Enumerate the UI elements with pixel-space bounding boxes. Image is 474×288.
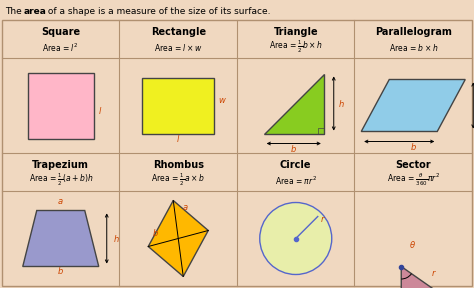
Text: Area = $\frac{1}{2}(a + b)h$: Area = $\frac{1}{2}(a + b)h$ xyxy=(28,172,93,188)
Text: $h$: $h$ xyxy=(338,98,345,109)
Text: $r$: $r$ xyxy=(320,213,326,223)
Text: Area = $b \times h$: Area = $b \times h$ xyxy=(389,42,438,53)
Text: Circle: Circle xyxy=(280,160,311,170)
Polygon shape xyxy=(23,211,99,266)
Text: Trapezium: Trapezium xyxy=(32,160,89,170)
Text: $b$: $b$ xyxy=(152,228,159,238)
Text: $l$: $l$ xyxy=(176,132,181,143)
Text: $r$: $r$ xyxy=(431,268,437,278)
Text: Area = $\frac{1}{2}a \times b$: Area = $\frac{1}{2}a \times b$ xyxy=(151,172,205,188)
Text: area: area xyxy=(24,7,47,16)
Text: The: The xyxy=(5,7,25,16)
Text: Sector: Sector xyxy=(395,160,431,170)
Text: $\theta$: $\theta$ xyxy=(409,240,416,251)
Bar xyxy=(142,77,214,134)
Wedge shape xyxy=(401,266,442,288)
Polygon shape xyxy=(361,79,465,132)
Text: Area = $\frac{\theta}{360}\pi r^2$: Area = $\frac{\theta}{360}\pi r^2$ xyxy=(387,172,440,188)
Text: $b$: $b$ xyxy=(290,143,297,154)
Text: $w$: $w$ xyxy=(218,96,227,105)
Text: $l$: $l$ xyxy=(98,105,102,116)
Text: $h$: $h$ xyxy=(113,233,119,244)
Text: of a shape is a measure of the size of its surface.: of a shape is a measure of the size of i… xyxy=(45,7,271,16)
Polygon shape xyxy=(148,200,208,276)
Text: Parallelogram: Parallelogram xyxy=(375,27,452,37)
Text: Rectangle: Rectangle xyxy=(151,27,206,37)
Text: $b$: $b$ xyxy=(57,266,64,276)
Polygon shape xyxy=(264,73,324,134)
Text: Rhombus: Rhombus xyxy=(153,160,204,170)
Text: Square: Square xyxy=(41,27,80,37)
Circle shape xyxy=(260,202,332,274)
Text: $b$: $b$ xyxy=(410,141,417,151)
Bar xyxy=(318,128,324,134)
Text: Area = $\pi r^2$: Area = $\pi r^2$ xyxy=(275,174,317,187)
Text: Area = $l \times w$: Area = $l \times w$ xyxy=(154,42,202,53)
Text: $a$: $a$ xyxy=(57,196,64,206)
Text: $a$: $a$ xyxy=(182,204,189,213)
Text: Area = $l^2$: Area = $l^2$ xyxy=(43,41,79,54)
Text: Triangle: Triangle xyxy=(273,27,318,37)
Bar xyxy=(28,73,94,139)
Text: Area = $\frac{1}{2}b \times h$: Area = $\frac{1}{2}b \times h$ xyxy=(269,39,323,56)
